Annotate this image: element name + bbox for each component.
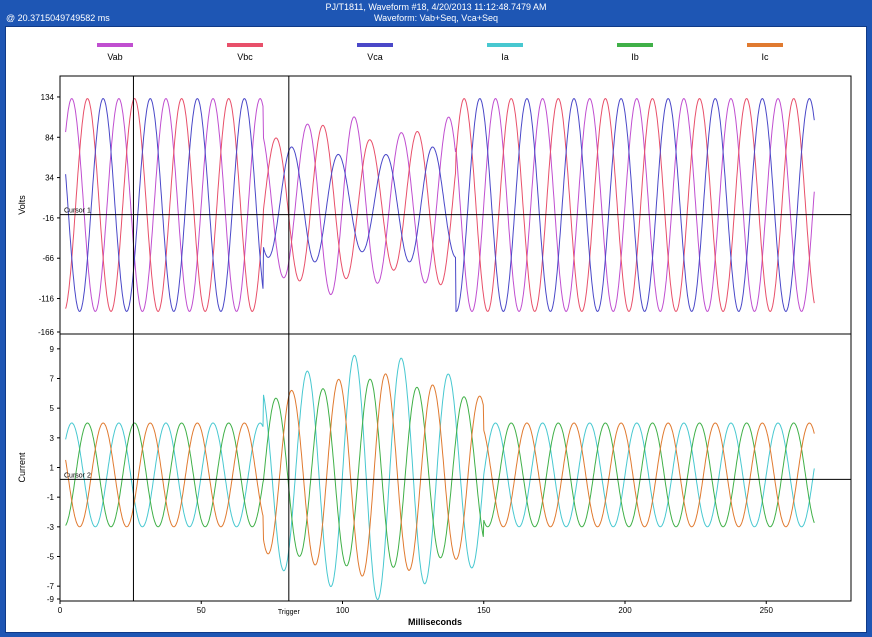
legend-label-ia: Ia (501, 52, 509, 62)
legend-label-vab: Vab (107, 52, 122, 62)
ytick-label-1-2: 34 (45, 174, 54, 183)
legend-label-ib: Ib (631, 52, 639, 62)
ytick-label-1-5: -116 (39, 295, 55, 304)
ytick-label-2-4: 1 (50, 464, 55, 473)
ytick-label-2-5: -1 (47, 493, 55, 502)
axes: 134 84 34 -16 -66 -116 -166 Volts 9 7 5 3 1 -1 -3 -5 -7 -… (17, 75, 852, 627)
ylabel-panel-1: Volts (17, 195, 27, 215)
legend-swatch-ia (487, 43, 523, 47)
legend: Vab Vbc Vca Ia Ib Ic (97, 43, 783, 62)
xtick-label-1: 50 (197, 606, 206, 615)
cursor-label-2: Cursor 2 (64, 472, 91, 479)
xtick-label-5: 250 (760, 606, 774, 615)
ylabel-panel-2: Current (17, 452, 27, 483)
xtick-label-0: 0 (58, 606, 63, 615)
ytick-label-2-2: 5 (50, 404, 55, 413)
cursors[interactable]: Cursor 1 Cursor 2 Trigger (60, 76, 851, 616)
ytick-label-1-0: 134 (41, 93, 55, 102)
xtick-label-4: 200 (618, 606, 632, 615)
series-vca (65, 98, 815, 312)
series-ia (65, 354, 815, 600)
ytick-label-2-1: 7 (50, 375, 55, 384)
panel-2-frame (59, 333, 852, 602)
legend-swatch-ic (747, 43, 783, 47)
legend-swatch-vca (357, 43, 393, 47)
xtick-label-2: 100 (336, 606, 350, 615)
waveform-chart[interactable]: Vab Vbc Vca Ia Ib Ic 134 84 34 -16 -66 -116 -166 Vol… (5, 26, 865, 631)
window-header: PJ/T1811, Waveform #18, 4/20/2013 11:12:… (0, 0, 872, 26)
ytick-label-2-7: -5 (47, 553, 55, 562)
cursor-timestamp: @ 20.3715049749582 ms (6, 13, 110, 23)
waveform-title: PJ/T1811, Waveform #18, 4/20/2013 11:12:… (325, 2, 547, 12)
series-layer (65, 98, 815, 600)
series-ib (65, 378, 815, 568)
series-vab (65, 98, 815, 312)
ytick-label-1-1: 84 (45, 133, 54, 142)
legend-swatch-ib (617, 43, 653, 47)
ytick-label-1-6: -166 (38, 328, 55, 337)
series-ic (65, 373, 815, 577)
chart-frame (5, 26, 867, 633)
trigger-label: Trigger (278, 609, 301, 616)
ytick-label-2-0: 9 (50, 345, 55, 354)
ytick-label-2-6: -3 (47, 523, 55, 532)
cursor-label-1: Cursor 1 (64, 208, 91, 215)
ytick-label-2-9: -9 (47, 595, 55, 604)
ytick-label-1-4: -66 (42, 254, 54, 263)
ytick-label-1-3: -16 (42, 214, 54, 223)
xlabel: Milliseconds (408, 617, 462, 627)
ytick-label-2-8: -7 (47, 582, 55, 591)
legend-label-ic: Ic (761, 52, 769, 62)
ytick-label-2-3: 3 (50, 434, 55, 443)
waveform-subtitle: Waveform: Vab+Seq, Vca+Seq (373, 13, 499, 23)
series-vbc (65, 98, 815, 312)
legend-swatch-vbc (227, 43, 263, 47)
xtick-label-3: 150 (477, 606, 491, 615)
legend-label-vca: Vca (367, 52, 383, 62)
legend-swatch-vab (97, 43, 133, 47)
legend-label-vbc: Vbc (237, 52, 253, 62)
